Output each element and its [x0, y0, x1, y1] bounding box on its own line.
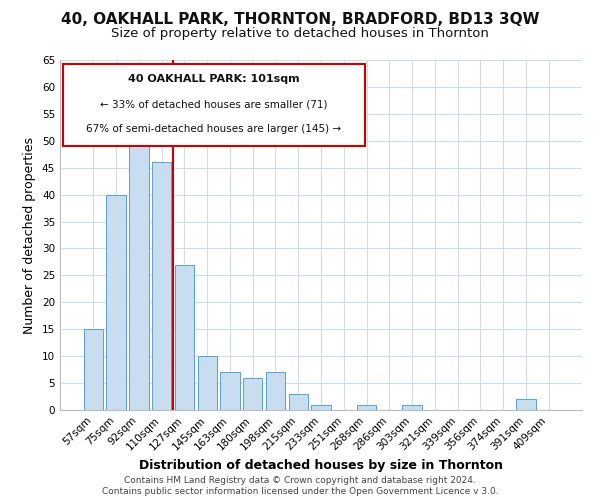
Bar	[175, 264, 194, 410]
Bar	[289, 394, 308, 410]
Y-axis label: Number of detached properties: Number of detached properties	[23, 136, 37, 334]
Bar	[266, 372, 285, 410]
Text: Size of property relative to detached houses in Thornton: Size of property relative to detached ho…	[111, 28, 489, 40]
Bar	[311, 404, 331, 410]
Bar	[516, 399, 536, 410]
Bar	[403, 404, 422, 410]
Text: Contains public sector information licensed under the Open Government Licence v : Contains public sector information licen…	[101, 487, 499, 496]
Text: 40 OAKHALL PARK: 101sqm: 40 OAKHALL PARK: 101sqm	[128, 74, 300, 84]
Bar	[243, 378, 262, 410]
Bar	[152, 162, 172, 410]
Text: Contains HM Land Registry data © Crown copyright and database right 2024.: Contains HM Land Registry data © Crown c…	[124, 476, 476, 485]
Bar	[357, 404, 376, 410]
Text: 67% of semi-detached houses are larger (145) →: 67% of semi-detached houses are larger (…	[86, 124, 341, 134]
Bar	[197, 356, 217, 410]
Bar	[129, 136, 149, 410]
Bar	[220, 372, 239, 410]
FancyBboxPatch shape	[62, 64, 365, 146]
Bar	[84, 329, 103, 410]
X-axis label: Distribution of detached houses by size in Thornton: Distribution of detached houses by size …	[139, 458, 503, 471]
Text: ← 33% of detached houses are smaller (71): ← 33% of detached houses are smaller (71…	[100, 99, 328, 109]
Text: 40, OAKHALL PARK, THORNTON, BRADFORD, BD13 3QW: 40, OAKHALL PARK, THORNTON, BRADFORD, BD…	[61, 12, 539, 28]
Bar	[106, 194, 126, 410]
